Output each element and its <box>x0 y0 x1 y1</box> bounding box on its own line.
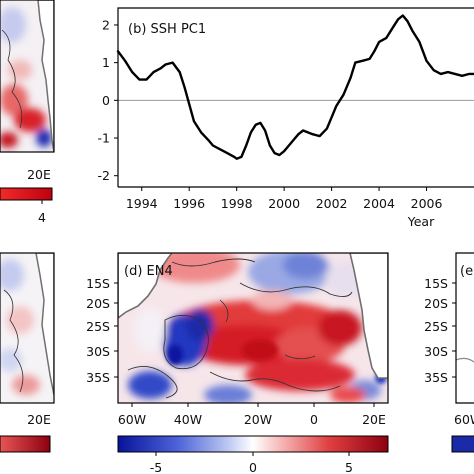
panel-d-title: (d) EN4 <box>124 264 173 279</box>
lon-tick-label: 20E <box>362 412 386 427</box>
x-tick-label: 2000 <box>268 196 300 211</box>
panel-d-frame <box>117 252 389 404</box>
plot-frame <box>117 7 474 188</box>
lon-tick-label: 0 <box>310 412 318 427</box>
panel-a-xtick: 20E <box>27 167 51 182</box>
x-axis-title: Year <box>407 214 435 229</box>
panel-e-title: (e <box>460 264 473 279</box>
x-axis-ticks: 1994 1996 1998 2000 2002 2004 2006 <box>126 187 443 211</box>
lat-tick-label: 20S <box>86 296 110 311</box>
lat-tick-label: 35S <box>424 370 448 385</box>
y-tick-label: 2 <box>102 17 110 32</box>
panel-c-xtick: 20E <box>27 412 51 427</box>
plot-area <box>118 8 474 187</box>
y-tick-label: 0 <box>102 93 110 108</box>
series-line-ssh-pc1 <box>116 14 474 160</box>
lat-tick-label: 20S <box>424 296 448 311</box>
y-tick-label: -2 <box>98 168 110 183</box>
lon-tick-label: 60W <box>118 412 146 427</box>
panel-a-colorbar-tick: 4 <box>38 210 46 225</box>
lat-tick-label: 30S <box>424 344 448 359</box>
panel-c-map: 20E <box>0 252 55 427</box>
x-tick-label: 2006 <box>411 196 443 211</box>
africa-land <box>349 253 388 379</box>
x-tick-label: 2004 <box>363 196 395 211</box>
y-axis-ticks: 2 1 0 -1 -2 <box>98 17 118 183</box>
lat-tick-label: 30S <box>86 344 110 359</box>
panel-b-line-chart: 1994 1996 1998 2000 2002 2004 2006 2 1 0 -1 -2 (b)… <box>98 7 474 229</box>
panel-e-map: (e 15S 20S 25S 30S 35S 60W <box>424 252 474 427</box>
y-tick-label: -1 <box>98 131 110 146</box>
panel-b-title: (b) SSH PC1 <box>128 22 206 37</box>
lon-tick-label: 40W <box>174 412 202 427</box>
x-tick-label: 1996 <box>173 196 205 211</box>
x-tick-label: 2002 <box>316 196 348 211</box>
panel-a-colorbar: 4 <box>0 187 53 225</box>
x-tick-label: 1994 <box>126 196 158 211</box>
y-tick-label: 1 <box>102 55 110 70</box>
panel-a-map: 20E <box>0 0 55 182</box>
panel-d-map: (d) EN4 15S 20S 25S 30S 35S 60W 40W 20W … <box>86 252 389 427</box>
panel-e-colorbar <box>451 435 474 453</box>
x-tick-label: 1998 <box>221 196 253 211</box>
panel-d-lon-ticks: 60W 40W 20W 0 20E <box>118 403 386 427</box>
panel-c-colorbar <box>0 435 51 453</box>
south-america-land <box>118 253 174 319</box>
lat-tick-label: 25S <box>424 319 448 334</box>
lon-tick-label: 20W <box>244 412 272 427</box>
panel-d-colorbar: -5 0 5 <box>117 435 389 474</box>
colorbar-tick-label: -5 <box>150 460 162 474</box>
lat-tick-label: 15S <box>424 276 448 291</box>
lon-tick-label: 60W <box>454 412 474 427</box>
lat-tick-label: 15S <box>86 276 110 291</box>
lat-tick-label: 25S <box>86 319 110 334</box>
colorbar-tick-label: 5 <box>345 460 353 474</box>
colorbar-tick-label: 0 <box>249 460 257 474</box>
panel-e-lat-ticks: 15S 20S 25S 30S 35S <box>424 276 456 385</box>
panel-d-lat-ticks: 15S 20S 25S 30S 35S <box>86 276 118 385</box>
lat-tick-label: 35S <box>86 370 110 385</box>
